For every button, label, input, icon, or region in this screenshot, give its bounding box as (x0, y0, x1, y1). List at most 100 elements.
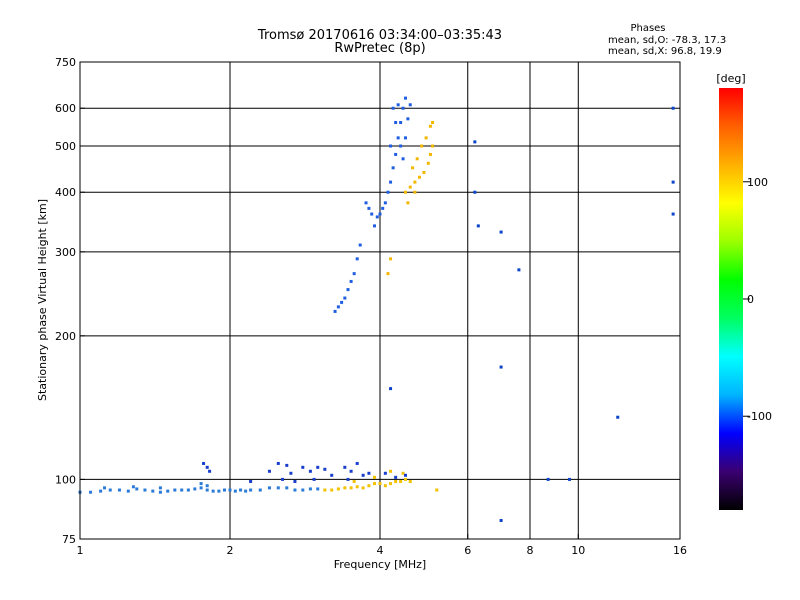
echo-point (202, 461, 206, 465)
echo-point (205, 484, 209, 488)
echo-point (435, 488, 439, 492)
echo-point (352, 272, 356, 276)
echo-point (223, 488, 227, 492)
echo-point (399, 144, 403, 148)
y-tick-label: 75 (62, 533, 76, 546)
echo-point (323, 467, 327, 471)
x-tick-label: 1 (77, 544, 84, 557)
echo-point (389, 180, 393, 184)
echo-point (394, 152, 398, 156)
colorbar-tick-label: 100 (747, 176, 768, 189)
echo-point (378, 212, 382, 216)
echo-point (389, 257, 393, 261)
echo-point (143, 488, 147, 492)
echo-point (403, 136, 407, 140)
echo-point (473, 140, 477, 144)
colorbar-tick-label: -100 (747, 410, 772, 423)
echo-point (301, 488, 305, 492)
echo-point (208, 469, 212, 473)
echo-point (383, 484, 387, 488)
echo-point (420, 144, 424, 148)
y-tick-label: 100 (55, 473, 76, 486)
echo-point (293, 488, 297, 492)
y-tick-label: 200 (55, 330, 76, 343)
echo-point (249, 479, 253, 483)
echo-point (396, 103, 400, 107)
echo-point (386, 190, 390, 194)
echo-point (422, 170, 426, 174)
echo-point (671, 212, 675, 216)
echo-point (316, 487, 320, 491)
chart-subtitle: RwPretec (8p) (334, 41, 425, 56)
echo-point (285, 463, 289, 467)
echo-point (285, 486, 289, 490)
echo-point (343, 465, 347, 469)
echo-point (349, 279, 353, 283)
y-tick-label: 300 (55, 246, 76, 259)
x-axis-label: Frequency [MHz] (334, 558, 426, 571)
echo-point (367, 484, 371, 488)
y-axis-label: Stationary phase Virtual Height [km] (36, 199, 49, 401)
echo-point (403, 473, 407, 477)
y-axis-ticks: 75 100 200 300 400 500 600 750 (55, 56, 85, 546)
echo-point (293, 479, 297, 483)
echo-point (352, 479, 356, 483)
echo-point (415, 157, 419, 161)
echo-point (406, 201, 410, 205)
echo-point (428, 152, 432, 156)
chart-title: Tromsø 20170616 03:34:00–03:35:43 (257, 28, 502, 43)
phases-x-stats: mean, sd,X: 96.8, 19.9 (608, 46, 722, 57)
echo-point (217, 489, 221, 493)
echo-point (361, 473, 365, 477)
echo-point (671, 180, 675, 184)
echo-point (406, 117, 410, 121)
echo-point (431, 121, 435, 125)
echo-point (355, 461, 359, 465)
echo-point (173, 488, 177, 492)
echo-point (199, 486, 203, 490)
echo-point (301, 465, 305, 469)
echo-point (428, 124, 432, 128)
echo-point (373, 224, 377, 228)
echo-point (158, 486, 162, 490)
echo-point (205, 465, 209, 469)
echo-point (180, 488, 184, 492)
echo-point (343, 486, 347, 490)
echo-point (108, 488, 112, 492)
echo-point (333, 309, 337, 313)
echo-point (205, 488, 209, 492)
echo-point (403, 477, 407, 481)
echo-point (151, 489, 155, 493)
echo-point (499, 519, 503, 523)
echo-point (244, 489, 248, 493)
echo-point (671, 106, 675, 110)
echo-point (373, 475, 377, 479)
echo-point (546, 477, 550, 481)
echo-point (370, 212, 374, 216)
echo-point (408, 103, 412, 107)
echo-point (383, 201, 387, 205)
echo-point (117, 488, 121, 492)
echo-point (394, 475, 398, 479)
echo-point (401, 157, 405, 161)
colorbar-tick-label: 0 (747, 293, 754, 306)
echo-point (89, 490, 93, 494)
echo-point (267, 486, 271, 490)
echo-point (355, 485, 359, 489)
echo-point (389, 482, 393, 486)
echo-point (358, 243, 362, 247)
echo-point (413, 190, 417, 194)
echo-point (343, 296, 347, 300)
echo-point (308, 487, 312, 491)
echo-point (276, 486, 280, 490)
echo-point (281, 477, 285, 481)
echo-point (391, 166, 395, 170)
echo-point (308, 469, 312, 473)
echo-point (364, 201, 368, 205)
echo-point (349, 469, 353, 473)
echo-point (473, 190, 477, 194)
echo-point (396, 136, 400, 140)
x-tick-label: 8 (527, 544, 534, 557)
data-points (78, 96, 675, 523)
echo-point (211, 489, 215, 493)
